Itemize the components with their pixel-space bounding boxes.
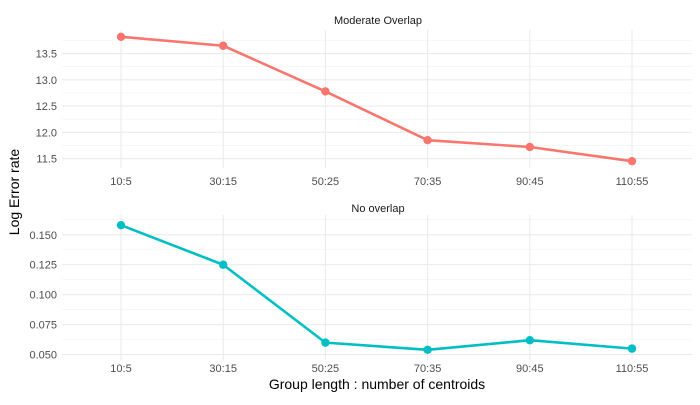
panel-no-overlap: No overlap 0.050 0.075 0.100 0.125 0.150 10:5…: [29, 203, 692, 375]
data-point: [321, 338, 330, 347]
y-tick-label: 13.0: [36, 75, 57, 87]
x-tick-label: 10:5: [110, 176, 131, 188]
x-tick-label: 30:15: [209, 363, 237, 375]
panel-title: Moderate Overlap: [334, 15, 422, 27]
y-tick-label: 11.5: [36, 154, 57, 166]
data-point: [525, 336, 534, 345]
x-tick-label: 110:55: [616, 176, 649, 188]
data-point: [423, 345, 432, 355]
x-axis-label: Group length : number of centroids: [269, 376, 485, 392]
panel-title: No overlap: [351, 203, 404, 215]
y-tick-label: 12.5: [36, 101, 57, 113]
x-tick-label: 90:45: [516, 363, 544, 375]
x-tick-label: 10:5: [110, 363, 131, 375]
x-tick-label: 70:35: [414, 363, 442, 375]
data-point: [423, 135, 432, 145]
y-axis-label: Log Error rate: [6, 149, 22, 236]
y-tick-label: 0.150: [29, 230, 57, 242]
data-point: [116, 220, 126, 230]
series-line: [120, 223, 633, 352]
data-point: [525, 142, 534, 152]
data-point: [321, 87, 330, 96]
gridlines: [62, 30, 692, 168]
data-point: [219, 41, 228, 50]
data-point: [627, 344, 637, 353]
series-line: [120, 35, 633, 163]
x-tick-label: 110:55: [616, 363, 649, 375]
data-point: [627, 156, 637, 166]
y-tick-label: 0.050: [29, 350, 57, 362]
data-point: [116, 32, 126, 42]
x-tick-label: 30:15: [209, 176, 237, 188]
x-tick-label: 90:45: [516, 176, 544, 188]
y-tick-label: 13.5: [36, 49, 57, 61]
panel-moderate-overlap: Moderate Overlap 11.5 12.0 12.5 13.0 13.5 10:…: [36, 15, 692, 188]
y-tick-label: 0.100: [29, 290, 57, 302]
y-tick-label: 0.075: [29, 320, 57, 332]
x-tick-label: 70:35: [414, 176, 442, 188]
x-tick-label: 50:25: [312, 176, 340, 188]
y-tick-label: 12.0: [36, 127, 57, 139]
data-point: [219, 260, 228, 269]
y-tick-label: 0.125: [29, 260, 57, 272]
gridlines: [62, 215, 692, 360]
x-tick-label: 50:25: [312, 363, 340, 375]
